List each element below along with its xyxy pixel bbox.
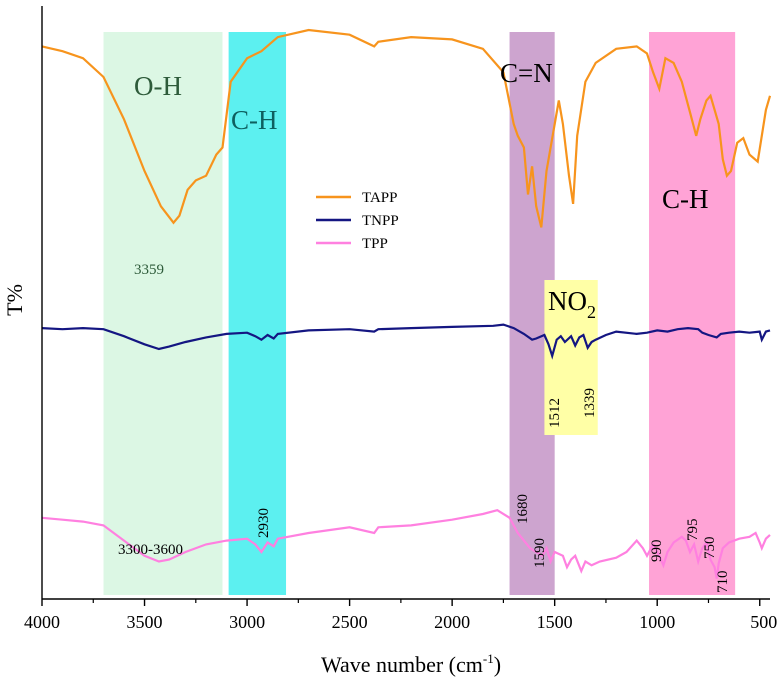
x-tick-label-1000: 1000 — [639, 612, 675, 632]
x-tick-label-4000: 4000 — [24, 612, 60, 632]
legend-label-tnpp: TNPP — [362, 213, 399, 229]
peak-label-750: 750 — [702, 537, 718, 560]
band-label-cn: C=N — [500, 58, 553, 88]
series-line-tapp — [41, 28, 772, 228]
series-line-tpp — [41, 509, 771, 579]
y-axis-label: T% — [2, 284, 27, 316]
peak-label-710: 710 — [715, 571, 731, 594]
peak-label-1339: 1339 — [582, 388, 598, 418]
peak-labels: 3359 3300-3600 2930 1680 1590 1512 1339 … — [118, 262, 731, 593]
x-tick-label-3000: 3000 — [229, 612, 265, 632]
band-ch-aromatic — [649, 32, 736, 595]
legend-item-tapp: TAPP — [316, 190, 397, 206]
band-label-ch-aromatic: C-H — [662, 184, 709, 214]
x-axis-label: Wave number (cm-1) — [321, 651, 501, 677]
peak-label-990: 990 — [649, 540, 665, 563]
peak-label-2930: 2930 — [256, 508, 272, 538]
x-tick-label-3500: 3500 — [127, 612, 163, 632]
x-ticks: 4000 3500 3000 2500 2000 1500 1000 500 — [24, 599, 777, 632]
band-no2 — [544, 280, 598, 435]
peak-label-1590: 1590 — [532, 538, 548, 568]
band-ch-aliphatic — [228, 32, 287, 595]
legend-label-tpp: TPP — [362, 236, 388, 252]
legend-item-tpp: TPP — [316, 236, 388, 252]
x-tick-label-500: 500 — [750, 612, 777, 632]
band-labels: O-H C-H C=N NO2 C-H — [134, 58, 709, 322]
x-tick-label-2000: 2000 — [434, 612, 470, 632]
x-tick-label-2500: 2500 — [332, 612, 368, 632]
legend-item-tnpp: TNPP — [316, 213, 399, 229]
series-line-tnpp — [41, 323, 771, 360]
band-oh — [103, 32, 223, 595]
peak-label-3300-3600: 3300-3600 — [118, 542, 183, 558]
band-label-ch-aliphatic: C-H — [231, 105, 278, 135]
absorption-bands — [103, 32, 736, 595]
axes: 4000 3500 3000 2500 2000 1500 1000 500 — [24, 6, 777, 632]
band-label-no2: NO2 — [548, 286, 596, 322]
legend: TAPP TNPP TPP — [316, 190, 399, 252]
legend-label-tapp: TAPP — [362, 190, 397, 206]
peak-label-3359: 3359 — [134, 262, 164, 278]
peak-label-1680: 1680 — [515, 494, 531, 524]
x-tick-label-1500: 1500 — [537, 612, 573, 632]
peak-label-795: 795 — [685, 519, 701, 542]
peak-label-1512: 1512 — [547, 398, 563, 428]
band-label-oh: O-H — [134, 71, 182, 101]
spectra — [41, 28, 772, 579]
